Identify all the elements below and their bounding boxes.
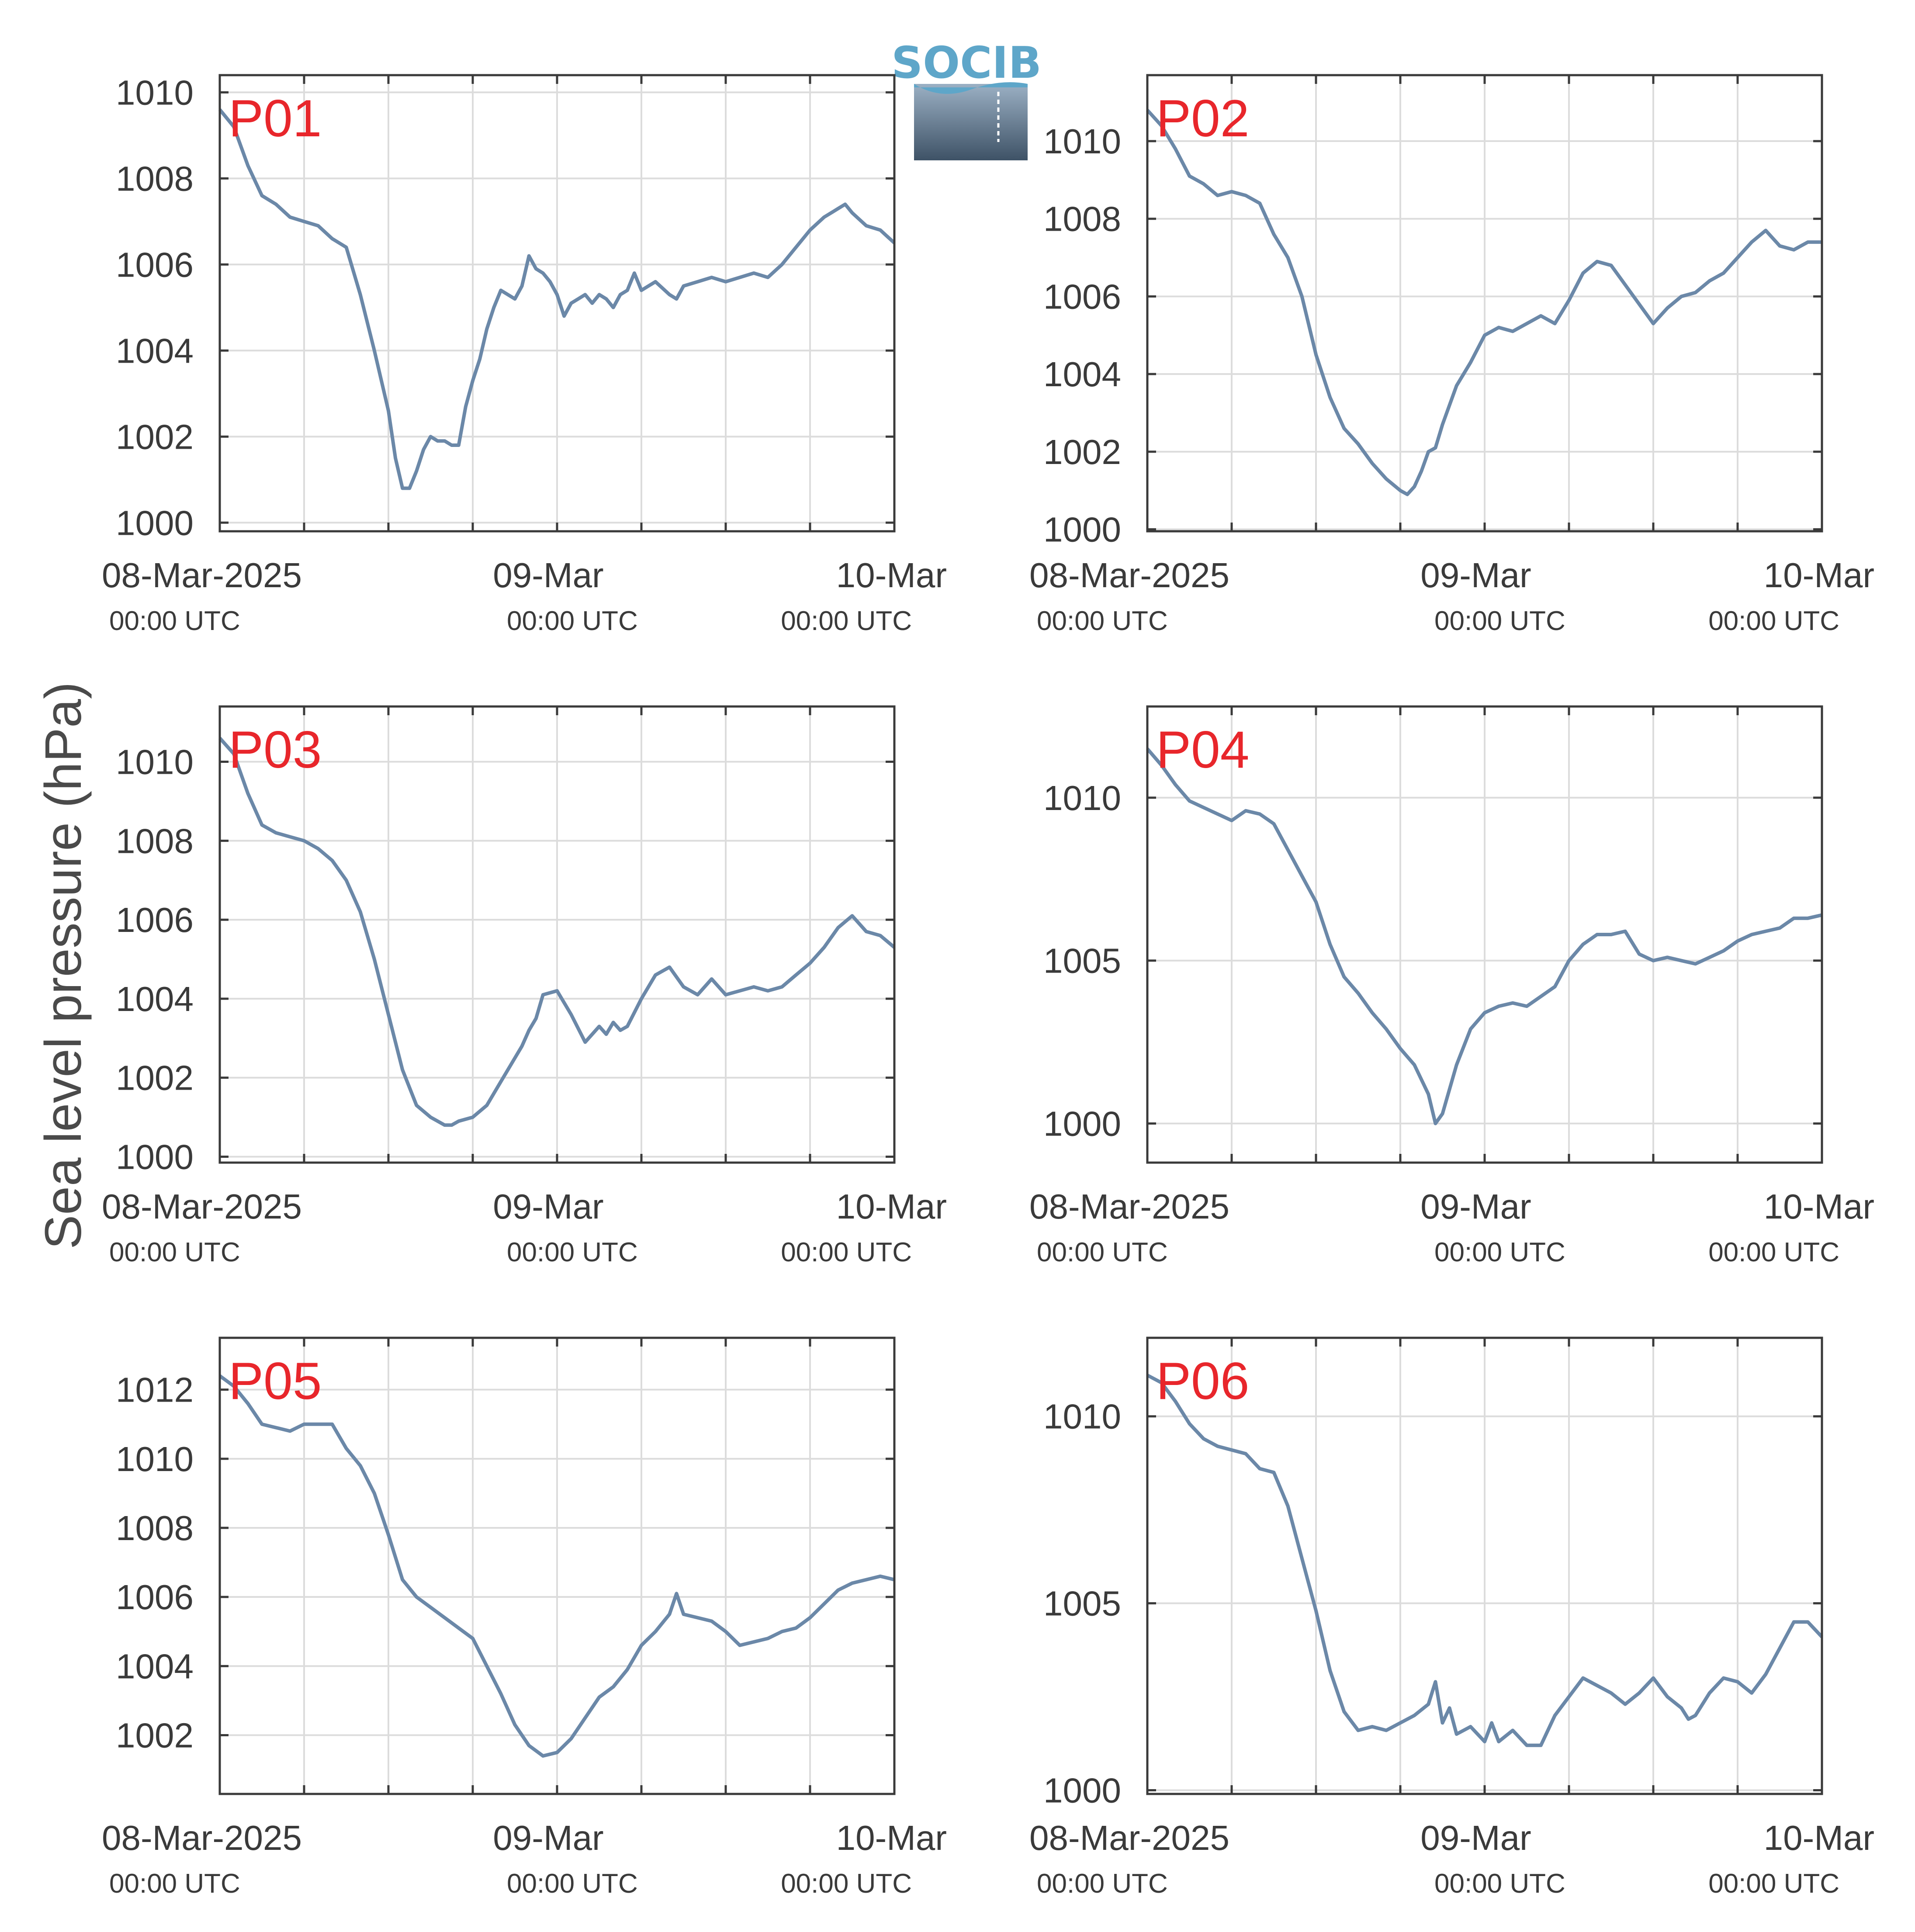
- y-tick-label: 1008: [1043, 200, 1121, 239]
- x-tick-sublabel: 00:00 UTC: [109, 606, 240, 636]
- y-tick-label: 1002: [116, 1716, 194, 1755]
- y-tick-label: 1006: [1043, 277, 1121, 316]
- x-tick-label: 10-Mar: [1764, 1187, 1874, 1226]
- panel-label-p06: P06: [1156, 1352, 1250, 1410]
- panel-label-p05: P05: [229, 1352, 322, 1410]
- y-tick-label: 1006: [116, 1578, 194, 1617]
- series-line-p01: [218, 108, 896, 490]
- x-tick-label: 08-Mar-2025: [1029, 1818, 1229, 1857]
- y-tick-label: 1000: [1043, 510, 1121, 549]
- x-tick-sublabel: 00:00 UTC: [1434, 1237, 1565, 1267]
- y-tick-label: 1010: [1043, 122, 1121, 161]
- panel-p02: 1000 1002 1004 1006 1008 1010 08-Mar-2025 00:00…: [1029, 74, 1874, 636]
- x-tick-label: 08-Mar-2025: [1029, 556, 1229, 595]
- y-tick-label: 1010: [1043, 779, 1121, 817]
- y-tick-label: 1008: [116, 159, 194, 198]
- panel-label-p01: P01: [229, 89, 322, 148]
- x-tick-sublabel: 00:00 UTC: [781, 606, 912, 636]
- series-line-p03: [218, 737, 896, 1127]
- x-tick-sublabel: 00:00 UTC: [1708, 1869, 1839, 1899]
- x-tick-sublabel: 00:00 UTC: [1708, 606, 1839, 636]
- panel-p04: 1000 1005 1010 08-Mar-2025 00:00 UTC 09-Mar 00…: [1029, 705, 1874, 1267]
- x-tick-label: 09-Mar: [1420, 1187, 1531, 1226]
- panel-label-p02: P02: [1156, 89, 1250, 148]
- socib-logo-wave: [914, 82, 1028, 94]
- x-tick-sublabel: 00:00 UTC: [1037, 1869, 1168, 1899]
- y-tick-label: 1008: [116, 1509, 194, 1548]
- y-tick-label: 1000: [1043, 1771, 1121, 1810]
- panel-p03: 1000 1002 1004 1006 1008 1010 08-Mar-2025 00:00…: [102, 705, 947, 1267]
- x-tick-label: 09-Mar: [493, 1818, 603, 1857]
- x-tick-label: 09-Mar: [1420, 556, 1531, 595]
- y-tick-label: 1010: [116, 1440, 194, 1478]
- x-tick-label: 10-Mar: [1764, 556, 1874, 595]
- panel-p05: 1002 1004 1006 1008 1010 1012 08-Mar-2025 00:00…: [102, 1336, 947, 1899]
- y-tick-label: 1000: [1043, 1104, 1121, 1143]
- x-tick-sublabel: 00:00 UTC: [1434, 606, 1565, 636]
- x-tick-label: 10-Mar: [1764, 1818, 1874, 1857]
- y-tick-label: 1005: [1043, 1584, 1121, 1623]
- series-line-p04: [1146, 748, 1822, 1125]
- x-tick-label: 10-Mar: [836, 556, 947, 595]
- x-tick-sublabel: 00:00 UTC: [507, 606, 638, 636]
- y-tick-label: 1012: [116, 1371, 194, 1409]
- x-tick-label: 09-Mar: [1420, 1818, 1531, 1857]
- y-tick-label: 1010: [116, 73, 194, 112]
- y-tick-label: 1004: [116, 980, 194, 1018]
- y-tick-label: 1000: [116, 1137, 194, 1176]
- y-tick-label: 1004: [116, 1647, 194, 1686]
- x-tick-label: 09-Mar: [493, 1187, 603, 1226]
- y-tick-label: 1010: [1043, 1397, 1121, 1436]
- y-tick-label: 1000: [116, 503, 194, 542]
- x-tick-sublabel: 00:00 UTC: [507, 1869, 638, 1899]
- y-tick-label: 1002: [116, 417, 194, 456]
- y-tick-label: 1002: [116, 1059, 194, 1098]
- y-tick-label: 1004: [116, 331, 194, 370]
- y-tick-label: 1010: [116, 743, 194, 782]
- x-tick-sublabel: 00:00 UTC: [1037, 606, 1168, 636]
- x-tick-sublabel: 00:00 UTC: [1434, 1869, 1565, 1899]
- x-tick-label: 09-Mar: [493, 556, 603, 595]
- y-tick-label: 1002: [1043, 433, 1121, 471]
- x-tick-label: 08-Mar-2025: [102, 1818, 302, 1857]
- y-axis-title: Sea level pressure (hPa): [35, 682, 92, 1250]
- panel-p01: 1000 1002 1004 1006 1008 1010 08-Mar-2025 00:00…: [102, 73, 947, 636]
- x-tick-sublabel: 00:00 UTC: [1708, 1237, 1839, 1267]
- x-tick-label: 08-Mar-2025: [1029, 1187, 1229, 1226]
- y-tick-label: 1006: [116, 900, 194, 939]
- y-tick-label: 1008: [116, 821, 194, 860]
- x-tick-label: 08-Mar-2025: [102, 556, 302, 595]
- panels: 1000 1002 1004 1006 1008 1010 08-Mar-2025 00:00…: [102, 73, 1874, 1899]
- x-tick-sublabel: 00:00 UTC: [1037, 1237, 1168, 1267]
- x-tick-sublabel: 00:00 UTC: [507, 1237, 638, 1267]
- y-tick-label: 1004: [1043, 355, 1121, 394]
- x-tick-label: 10-Mar: [836, 1187, 947, 1226]
- series-line-p02: [1146, 109, 1822, 496]
- x-tick-sublabel: 00:00 UTC: [781, 1237, 912, 1267]
- x-tick-label: 08-Mar-2025: [102, 1187, 302, 1226]
- socib-logo: SOCIB: [891, 37, 1042, 160]
- y-tick-label: 1005: [1043, 942, 1121, 980]
- socib-logo-text: SOCIB: [891, 37, 1042, 88]
- panel-label-p04: P04: [1156, 720, 1250, 779]
- panel-label-p03: P03: [229, 720, 322, 779]
- x-tick-sublabel: 00:00 UTC: [109, 1237, 240, 1267]
- x-tick-sublabel: 00:00 UTC: [781, 1869, 912, 1899]
- series-line-p05: [218, 1374, 895, 1758]
- panel-p06: 1000 1005 1010 08-Mar-2025 00:00 UTC 09-Mar 00…: [1029, 1336, 1874, 1899]
- socib-logo-block: [914, 84, 1028, 160]
- series-line-p06: [1146, 1374, 1823, 1747]
- x-tick-label: 10-Mar: [836, 1818, 947, 1857]
- y-tick-label: 1006: [116, 245, 194, 284]
- x-tick-sublabel: 00:00 UTC: [109, 1869, 240, 1899]
